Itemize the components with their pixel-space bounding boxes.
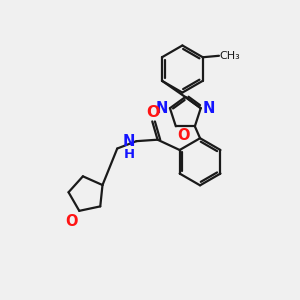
Text: O: O [147,105,160,120]
Text: H: H [124,148,135,160]
Text: N: N [203,101,215,116]
Text: N: N [122,134,135,149]
Text: O: O [177,128,190,143]
Text: N: N [155,101,168,116]
Text: O: O [65,214,78,229]
Text: CH₃: CH₃ [220,51,241,61]
